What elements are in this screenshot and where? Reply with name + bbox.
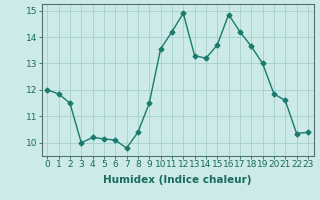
X-axis label: Humidex (Indice chaleur): Humidex (Indice chaleur)	[103, 175, 252, 185]
